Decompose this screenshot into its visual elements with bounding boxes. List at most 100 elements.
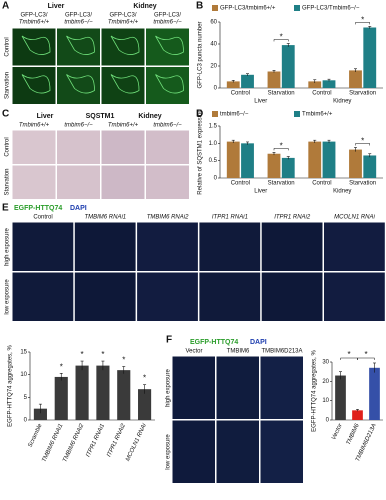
y-axis-label: Relative of SQSTM1 expression bbox=[198, 109, 204, 194]
y-tick-label: 15 bbox=[20, 350, 27, 356]
row-label: low exposure bbox=[166, 434, 172, 470]
legend-label: Tmbim6+/+ bbox=[302, 112, 333, 118]
column-label: GFP-LC3/ bbox=[154, 13, 181, 19]
tissue-label: Liver bbox=[37, 113, 54, 120]
x-tick-label: Starvation bbox=[268, 181, 295, 187]
y-tick-label: 0 bbox=[214, 176, 218, 182]
bar bbox=[75, 365, 89, 420]
y-axis-label: EGFP-HTTQ74 aggregates, % bbox=[312, 349, 318, 431]
x-tick-label: Starvation bbox=[349, 181, 376, 187]
micrograph bbox=[57, 28, 100, 66]
significance-bracket bbox=[355, 143, 371, 146]
significance-mark: * bbox=[60, 362, 63, 371]
y-tick-label: 40 bbox=[210, 42, 217, 48]
panel-label: D bbox=[196, 109, 203, 120]
legend-label: tmbim6−/− bbox=[220, 112, 249, 118]
y-tick-label: 10 bbox=[20, 372, 27, 378]
row-label: high exposure bbox=[166, 368, 172, 406]
x-tick-label: Control bbox=[231, 91, 250, 97]
column-label: ITPR1 RNAi2 bbox=[274, 215, 311, 221]
micrograph bbox=[12, 67, 56, 104]
column-label: Tmbim6+/+ bbox=[19, 123, 50, 129]
x-tick-label: Control bbox=[312, 91, 331, 97]
bar bbox=[226, 141, 240, 178]
micrograph bbox=[12, 28, 56, 66]
micrograph bbox=[199, 222, 261, 271]
micrograph bbox=[146, 165, 189, 199]
row-label: high exposure bbox=[5, 227, 11, 265]
significance-mark: * bbox=[101, 350, 104, 359]
stain-label: DAPI bbox=[250, 339, 267, 346]
cell-texture bbox=[110, 35, 140, 55]
bar bbox=[33, 408, 47, 420]
row-label: Starvation bbox=[5, 168, 11, 195]
micrograph bbox=[260, 356, 303, 419]
micrograph bbox=[74, 272, 136, 321]
significance-bracket bbox=[355, 22, 371, 25]
micrograph bbox=[146, 130, 189, 164]
micrograph bbox=[12, 222, 74, 271]
micrograph bbox=[101, 165, 145, 199]
micrograph bbox=[57, 165, 100, 199]
y-axis-label: EGFP-HTTQ74 aggregates, % bbox=[8, 344, 14, 426]
stain-label: SQSTM1 bbox=[86, 113, 115, 120]
bar bbox=[369, 367, 380, 420]
stain-label: EGFP-HTTQ74 bbox=[190, 339, 238, 346]
micrograph bbox=[137, 272, 198, 321]
cell-texture bbox=[21, 35, 51, 55]
significance-mark: * bbox=[361, 16, 364, 25]
cell-texture bbox=[21, 74, 51, 94]
column-label: tmbim6−/− bbox=[153, 123, 182, 129]
micrograph bbox=[12, 272, 74, 321]
legend-swatch bbox=[212, 111, 218, 117]
bar bbox=[322, 80, 336, 88]
micrograph bbox=[199, 272, 261, 321]
bar bbox=[349, 149, 362, 178]
x-tick-label: Vector bbox=[331, 422, 344, 441]
stain-label: DAPI bbox=[70, 205, 87, 212]
micrograph bbox=[12, 130, 56, 164]
bar bbox=[308, 81, 322, 88]
bar bbox=[281, 157, 295, 178]
bar bbox=[96, 365, 110, 420]
column-label: tmbim6−/− bbox=[153, 20, 182, 26]
panel-label: F bbox=[166, 335, 172, 346]
legend-swatch bbox=[294, 5, 300, 11]
tissue-label: Kidney bbox=[138, 113, 161, 120]
panel-label: B bbox=[196, 1, 203, 12]
column-label: GFP-LC3/ bbox=[20, 13, 47, 19]
y-tick-label: 5 bbox=[24, 395, 28, 401]
row-label: Starvation bbox=[5, 72, 11, 99]
y-tick-label: 0 bbox=[326, 418, 330, 424]
micrograph bbox=[101, 67, 145, 104]
bar bbox=[363, 27, 377, 88]
panel-label: E bbox=[2, 203, 9, 214]
significance-mark: * bbox=[347, 350, 350, 359]
micrograph bbox=[57, 67, 100, 104]
significance-bracket bbox=[273, 148, 289, 151]
x-tick-label: Control bbox=[312, 181, 331, 187]
micrograph bbox=[172, 356, 215, 419]
x-tick-label: TMBIM6 RNAi1 bbox=[41, 423, 64, 463]
column-label: GFP-LC3/ bbox=[65, 13, 92, 19]
tissue-label: Kidney bbox=[133, 3, 156, 10]
significance-mark: * bbox=[143, 374, 146, 383]
significance-mark: * bbox=[81, 350, 84, 359]
x-tick-label: Starvation bbox=[268, 91, 295, 97]
column-label: TMBIM6 RNAi1 bbox=[84, 215, 126, 221]
bar bbox=[117, 370, 131, 420]
x-tick-label: Starvation bbox=[349, 91, 376, 97]
micrograph bbox=[57, 130, 100, 164]
legend-swatch bbox=[294, 111, 300, 117]
row-label: Control bbox=[5, 137, 11, 156]
group-label: Liver bbox=[254, 189, 267, 195]
significance-bracket bbox=[273, 39, 289, 42]
bar bbox=[267, 153, 281, 178]
x-tick-label: Scramble bbox=[28, 422, 44, 448]
y-tick-label: 0 bbox=[214, 86, 218, 92]
significance-mark: * bbox=[364, 350, 367, 359]
y-tick-label: 60 bbox=[210, 20, 217, 26]
panel-label: A bbox=[2, 1, 9, 12]
micrograph bbox=[146, 28, 189, 66]
significance-bracket bbox=[357, 357, 375, 360]
